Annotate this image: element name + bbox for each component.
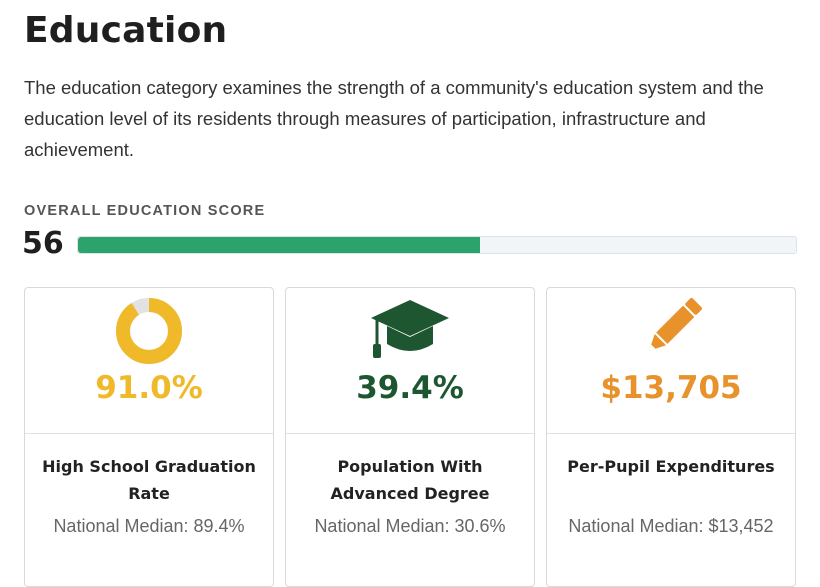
- overall-score-label: OVERALL EDUCATION SCORE: [24, 203, 266, 219]
- per-pupil-expenditures-median: National Median: $13,452: [568, 516, 774, 536]
- per-pupil-expenditures-label: Per-Pupil Expenditures: [567, 457, 775, 476]
- donut-chart-icon: [25, 296, 273, 364]
- metric-card-header: 91.0%: [25, 288, 273, 434]
- overall-score-value: 56: [22, 226, 64, 261]
- advanced-degree-label: Population With Advanced Degree: [330, 457, 490, 503]
- per-pupil-expenditures-value: $13,705: [600, 370, 742, 406]
- metric-card-header: $13,705: [547, 288, 795, 434]
- overall-score-bar-fill: [78, 237, 481, 253]
- page-title: Education: [24, 10, 228, 51]
- metric-card-advanced-degree: 39.4% Population With Advanced Degree Na…: [285, 287, 535, 587]
- metric-card-header: 39.4%: [286, 288, 534, 434]
- overall-score-bar: [77, 236, 797, 254]
- graduation-rate-median: National Median: 89.4%: [53, 516, 245, 536]
- graduation-rate-value: 91.0%: [95, 370, 203, 406]
- pencil-icon: [547, 296, 795, 362]
- metric-card-per-pupil-expenditures: $13,705 Per-Pupil Expenditures National …: [546, 287, 796, 587]
- advanced-degree-median: National Median: 30.6%: [314, 516, 506, 536]
- metric-card-graduation-rate: 91.0% High School Graduation Rate Nation…: [24, 287, 274, 587]
- category-description: The education category examines the stre…: [24, 77, 764, 160]
- donut-arc: [116, 298, 182, 364]
- graduation-cap-icon: [286, 296, 534, 362]
- advanced-degree-value: 39.4%: [356, 370, 464, 406]
- graduation-rate-label: High School Graduation Rate: [42, 457, 256, 503]
